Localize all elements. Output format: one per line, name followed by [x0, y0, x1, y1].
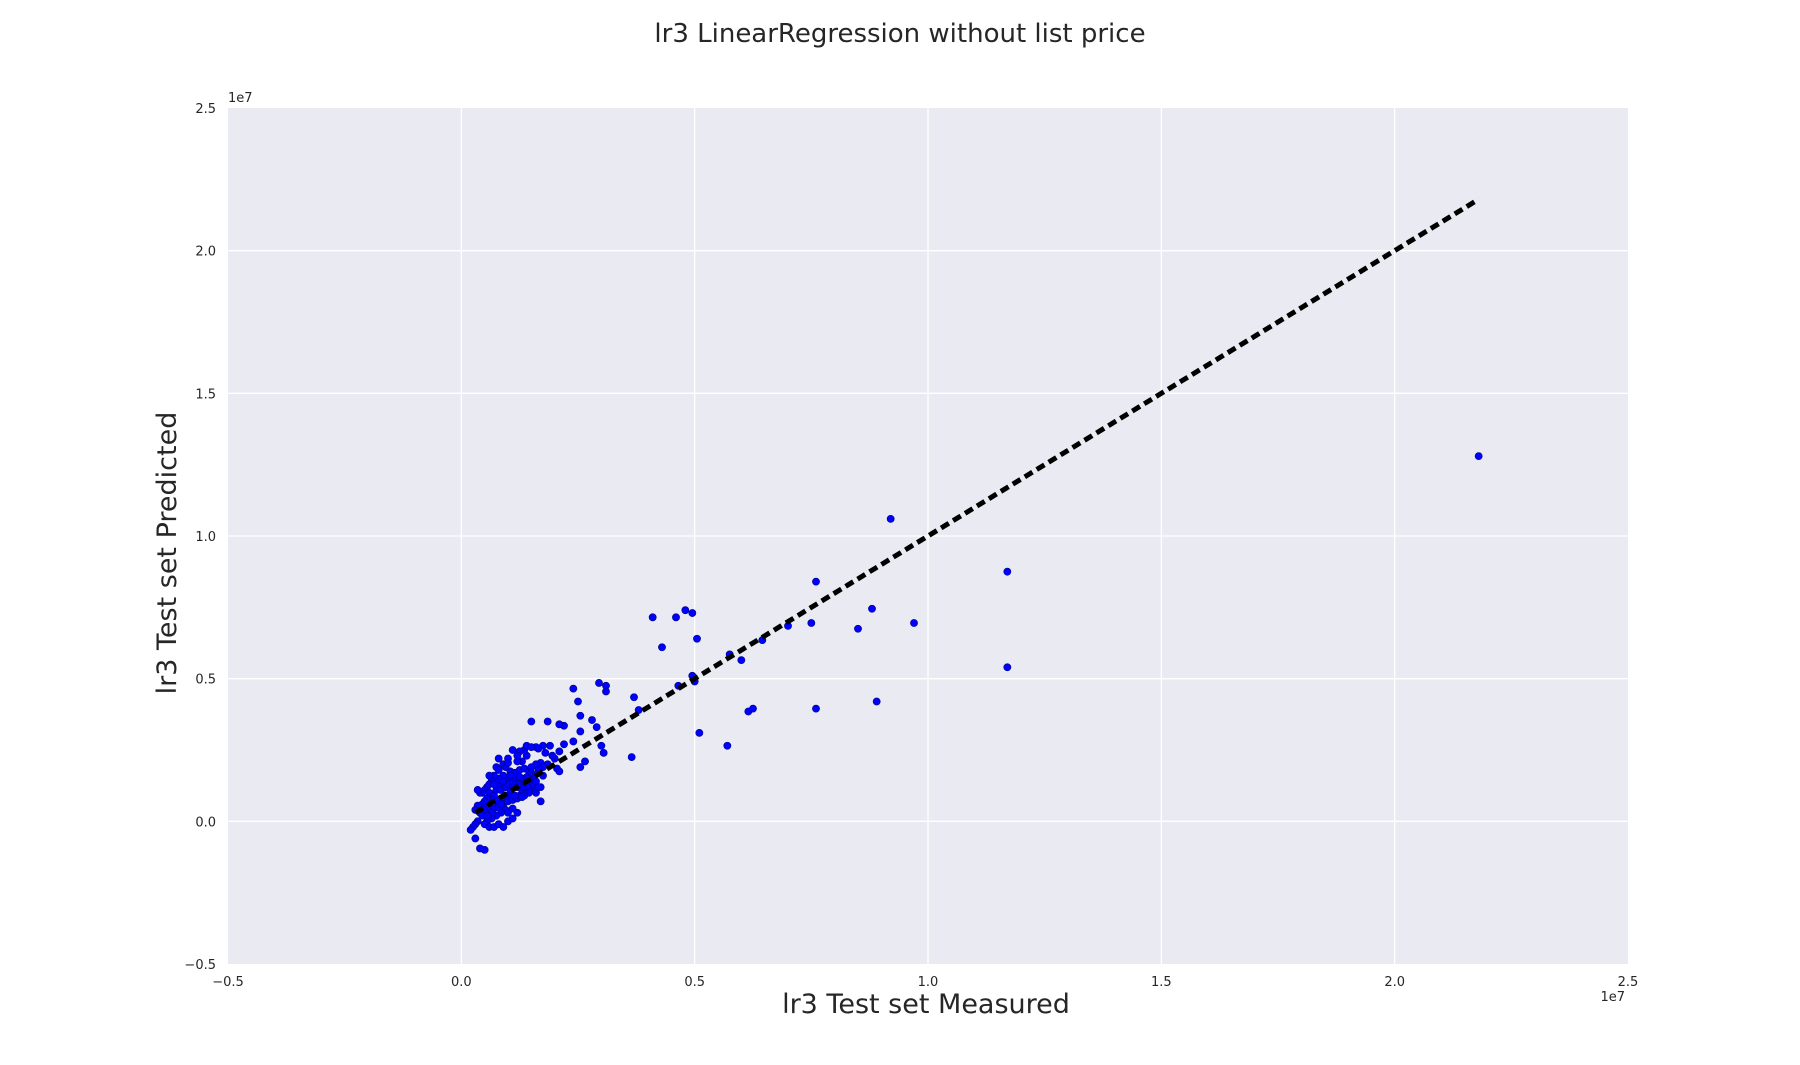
data-point — [527, 743, 536, 752]
data-point — [485, 771, 494, 780]
data-point — [560, 740, 568, 749]
y-axis-scale-label: 1e7 — [228, 91, 253, 106]
data-point — [536, 797, 545, 806]
data-point — [490, 780, 498, 789]
y-tick-labels: −0.5 0.0 0.5 1.0 1.5 2.0 2.5 — [184, 102, 216, 973]
data-point — [513, 751, 522, 760]
y-axis-label: lr3 Test set Predicted — [152, 412, 183, 695]
data-point — [581, 757, 589, 766]
data-point — [497, 800, 505, 809]
data-point — [749, 704, 757, 713]
x-tick-label: 0.5 — [684, 975, 705, 990]
data-points — [466, 452, 1483, 854]
y-tick-label: 2.5 — [195, 102, 216, 117]
y-tick-label: 0.5 — [195, 673, 216, 688]
data-point — [541, 748, 550, 757]
data-point — [672, 613, 680, 622]
data-point — [574, 697, 582, 706]
grid-lines — [228, 108, 1628, 964]
reference-line-layer — [474, 197, 1480, 815]
data-point — [555, 720, 564, 729]
data-point — [473, 786, 482, 794]
reference-line — [474, 197, 1480, 815]
data-point — [599, 748, 608, 757]
y-tick-label: 1.5 — [195, 387, 216, 402]
x-tick-labels: −0.5 0.0 0.5 1.0 1.5 2.0 2.5 — [212, 975, 1638, 990]
chart-title: lr3 LinearRegression without list price — [654, 19, 1145, 49]
data-point — [576, 711, 585, 720]
data-point — [576, 763, 585, 772]
data-point — [569, 684, 578, 693]
data-point — [555, 747, 564, 756]
data-point — [872, 697, 881, 706]
data-point — [695, 728, 704, 737]
data-point — [595, 679, 603, 687]
data-point — [1474, 452, 1483, 461]
data-point — [494, 766, 503, 774]
data-point — [693, 634, 701, 643]
data-point — [681, 606, 690, 615]
data-point — [548, 751, 557, 760]
data-point — [812, 704, 820, 713]
data-point — [466, 825, 475, 834]
y-tick-label: 1.0 — [195, 530, 216, 545]
x-tick-label: 2.5 — [1618, 975, 1639, 990]
data-point — [504, 758, 512, 767]
data-point — [508, 804, 517, 813]
data-point — [499, 823, 508, 831]
data-point — [534, 783, 543, 791]
data-point — [499, 777, 508, 786]
y-tick-label: 0.0 — [195, 815, 216, 830]
data-point — [868, 604, 876, 613]
data-point — [807, 619, 816, 627]
data-point — [648, 613, 657, 622]
x-tick-label: 0.0 — [451, 975, 472, 990]
data-point — [506, 771, 515, 780]
data-point — [511, 791, 519, 800]
data-point — [518, 793, 526, 801]
x-tick-label: 2.0 — [1384, 975, 1405, 990]
x-axis-scale-label: 1e7 — [1600, 990, 1625, 1005]
data-point — [737, 656, 746, 665]
data-point — [576, 727, 585, 736]
data-point — [543, 717, 552, 726]
data-point — [597, 741, 606, 750]
data-point — [569, 737, 578, 746]
data-point — [854, 624, 862, 633]
data-point — [602, 687, 610, 696]
data-point — [494, 754, 503, 763]
y-tick-label: −0.5 — [184, 958, 216, 973]
data-point — [658, 643, 666, 652]
x-axis-label: lr3 Test set Measured — [782, 989, 1070, 1020]
y-tick-label: 2.0 — [195, 245, 216, 260]
data-point — [688, 609, 697, 617]
x-tick-label: 1.5 — [1151, 975, 1172, 990]
data-point — [627, 753, 636, 762]
data-point — [555, 767, 564, 776]
data-point — [588, 716, 596, 724]
data-point — [508, 746, 517, 754]
data-point — [723, 741, 732, 750]
data-point — [886, 514, 895, 523]
data-point — [471, 834, 480, 843]
data-point — [592, 723, 601, 732]
data-point — [1003, 567, 1012, 576]
x-tick-label: −0.5 — [212, 975, 244, 990]
data-point — [508, 814, 517, 823]
data-point — [476, 844, 484, 853]
data-point — [630, 693, 638, 702]
data-point — [483, 811, 491, 820]
data-point — [1003, 663, 1012, 672]
data-point — [812, 577, 820, 586]
data-point — [515, 773, 524, 782]
x-tick-label: 1.0 — [918, 975, 939, 990]
data-point — [910, 619, 918, 627]
data-point — [546, 741, 554, 750]
data-point — [527, 717, 536, 726]
